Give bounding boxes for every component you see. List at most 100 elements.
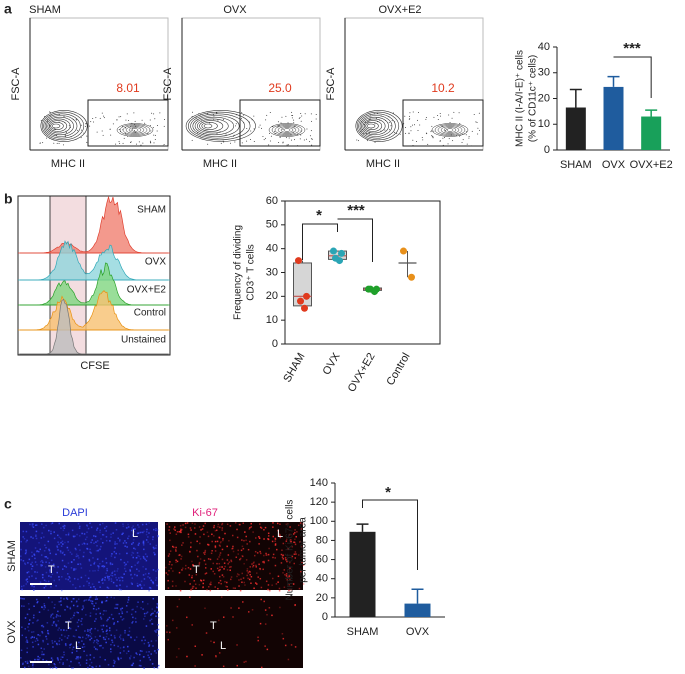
- pixel: [131, 527, 133, 529]
- pixel: [127, 596, 130, 599]
- pixel: [145, 533, 148, 536]
- event: [217, 119, 219, 121]
- event: [154, 118, 156, 120]
- pixel: [110, 578, 113, 580]
- pixel: [36, 550, 38, 552]
- pixel: [271, 540, 274, 543]
- pixel: [148, 645, 150, 647]
- region-label: L: [75, 640, 81, 652]
- pixel: [131, 608, 133, 611]
- pixel: [148, 656, 150, 659]
- pixel: [60, 604, 62, 606]
- event: [431, 125, 433, 127]
- event: [444, 130, 446, 132]
- pixel: [102, 630, 104, 633]
- pixel: [85, 599, 88, 601]
- event: [126, 113, 128, 115]
- pixel: [114, 573, 116, 576]
- pixel: [20, 548, 22, 551]
- pixel: [140, 607, 142, 609]
- pixel: [120, 616, 122, 618]
- pixel: [156, 604, 159, 606]
- pixel: [113, 570, 116, 572]
- pixel: [155, 629, 158, 631]
- pixel: [83, 600, 85, 602]
- contour: [446, 128, 454, 132]
- pixel: [66, 606, 69, 608]
- y-tick-label: 20: [538, 92, 550, 104]
- pixel: [55, 585, 57, 587]
- pixel: [130, 529, 133, 532]
- event: [80, 137, 82, 139]
- pixel: [22, 530, 25, 533]
- pixel: [81, 640, 83, 642]
- contour: [361, 116, 389, 136]
- pixel: [130, 566, 133, 568]
- pixel: [113, 623, 115, 625]
- pixel: [119, 584, 121, 586]
- pixel: [181, 528, 183, 531]
- row-label: SHAM: [6, 540, 18, 572]
- pixel: [87, 636, 89, 638]
- pixel: [130, 636, 132, 639]
- pixel: [224, 581, 226, 583]
- event: [399, 133, 401, 135]
- pixel: [46, 622, 49, 624]
- pixel: [119, 647, 122, 649]
- event: [412, 111, 414, 113]
- event: [405, 132, 407, 134]
- stain-label: DAPI: [62, 507, 88, 519]
- pixel: [145, 568, 147, 570]
- pixel: [267, 535, 270, 537]
- pixel: [147, 641, 150, 644]
- pixel: [154, 579, 157, 581]
- pixel: [61, 576, 63, 578]
- pixel: [97, 567, 100, 569]
- pixel: [209, 589, 212, 592]
- pixel: [129, 657, 131, 659]
- event: [243, 122, 245, 124]
- pixel: [203, 533, 205, 536]
- pixel: [166, 625, 168, 627]
- pixel: [149, 619, 151, 622]
- pixel: [139, 659, 142, 662]
- pixel: [190, 529, 192, 531]
- row-label: SHAM: [137, 205, 166, 216]
- pixel: [79, 664, 82, 666]
- pixel: [276, 522, 279, 525]
- pixel: [92, 570, 94, 572]
- pixel: [155, 639, 157, 642]
- event: [42, 142, 44, 144]
- pixel: [21, 634, 24, 637]
- region-label: L: [220, 640, 226, 652]
- pixel: [56, 643, 58, 646]
- pixel: [30, 563, 32, 566]
- pixel: [86, 525, 89, 527]
- pixel: [110, 651, 112, 653]
- event: [304, 113, 306, 115]
- pixel: [45, 561, 47, 563]
- pixel: [143, 578, 146, 580]
- event: [298, 117, 300, 119]
- pixel: [157, 568, 159, 571]
- contour: [355, 110, 403, 142]
- event: [380, 130, 382, 132]
- pixel: [180, 528, 182, 530]
- pixel: [267, 538, 269, 540]
- pixel: [101, 565, 103, 568]
- pixel: [54, 640, 56, 643]
- pixel: [99, 531, 101, 534]
- pixel: [123, 561, 126, 564]
- event: [301, 115, 303, 117]
- pixel: [124, 545, 126, 547]
- pixel: [47, 580, 50, 583]
- pixel: [156, 584, 158, 587]
- pixel: [78, 544, 80, 546]
- pixel: [66, 573, 69, 575]
- pixel: [123, 646, 125, 648]
- pixel: [32, 646, 34, 648]
- pixel: [154, 547, 156, 549]
- event: [212, 114, 214, 116]
- pixel: [115, 528, 118, 531]
- pixel: [63, 565, 66, 567]
